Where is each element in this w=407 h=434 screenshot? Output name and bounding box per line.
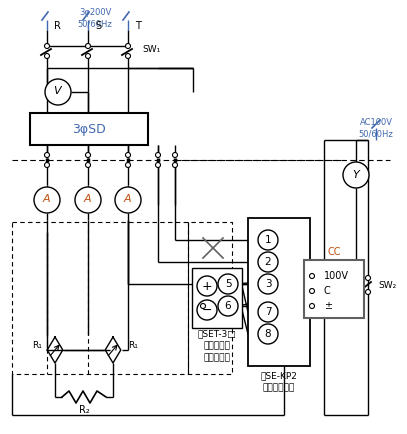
Text: SW₁: SW₁ [142,46,160,55]
Text: T: T [135,21,141,31]
Circle shape [44,152,50,158]
Bar [12,222,232,374]
Circle shape [44,162,50,168]
Circle shape [365,289,370,295]
Circle shape [75,187,101,213]
Circle shape [85,53,90,59]
Text: 形SE-KP2
モータリレー: 形SE-KP2 モータリレー [260,372,298,392]
Circle shape [309,289,315,293]
Text: A: A [83,194,91,204]
Bar [30,113,148,145]
Text: AC100V
50/60Hz: AC100V 50/60Hz [359,118,394,138]
Circle shape [125,152,131,158]
Text: 3: 3 [265,279,271,289]
Circle shape [85,162,90,168]
Circle shape [258,324,278,344]
Circle shape [34,187,60,213]
Circle shape [309,273,315,279]
Text: S: S [95,21,101,31]
Bar [304,260,364,318]
Circle shape [258,252,278,272]
Circle shape [258,274,278,294]
Circle shape [85,152,90,158]
Text: 6: 6 [225,301,231,311]
Circle shape [85,43,90,49]
Text: 100V: 100V [324,271,349,281]
Circle shape [44,43,50,49]
Circle shape [218,296,238,316]
Text: A: A [123,194,131,204]
Text: 1: 1 [265,235,271,245]
Circle shape [309,303,315,309]
Circle shape [258,230,278,250]
Text: V: V [53,86,61,96]
Text: 7: 7 [265,307,271,317]
Circle shape [173,162,177,168]
Text: 3φ200V
50/60Hz: 3φ200V 50/60Hz [78,8,112,28]
Circle shape [365,276,370,280]
Text: 形SET-3□
カレント・
コンバータ: 形SET-3□ カレント・ コンバータ [198,330,236,362]
Text: A: A [42,194,50,204]
Circle shape [45,79,71,105]
Circle shape [155,152,160,158]
Text: 5: 5 [225,279,231,289]
Circle shape [125,53,131,59]
Text: R: R [54,21,61,31]
Text: Y: Y [352,170,359,180]
Circle shape [44,53,50,59]
Circle shape [125,162,131,168]
Circle shape [201,303,206,309]
Text: ±: ± [324,301,332,311]
Text: R₁: R₁ [128,341,138,349]
Text: −: − [202,303,212,316]
Circle shape [155,162,160,168]
Circle shape [115,187,141,213]
Text: 8: 8 [265,329,271,339]
Text: 2: 2 [265,257,271,267]
Text: 3φSD: 3φSD [72,122,106,135]
Text: R₁: R₁ [32,341,42,349]
Circle shape [125,43,131,49]
Circle shape [258,302,278,322]
Circle shape [197,300,217,320]
Text: +: + [202,279,212,293]
Circle shape [197,276,217,296]
Text: CC: CC [327,247,341,257]
Bar [192,268,242,328]
Circle shape [218,274,238,294]
Text: C: C [324,286,331,296]
Text: R₂: R₂ [79,405,90,415]
Bar [248,218,310,366]
Text: SW₂: SW₂ [378,280,396,289]
Circle shape [343,162,369,188]
Circle shape [173,152,177,158]
